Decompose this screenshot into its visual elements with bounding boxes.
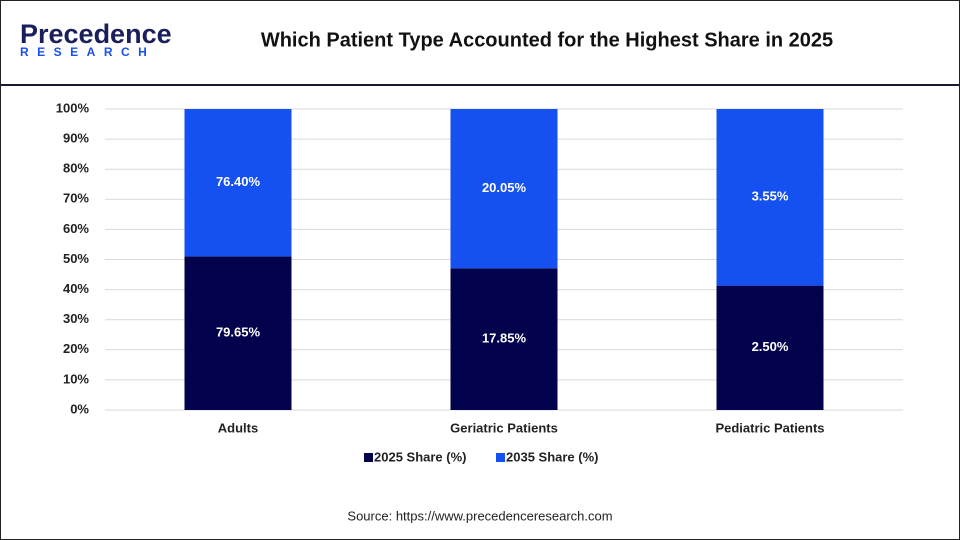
y-tick-label: 80% — [63, 161, 89, 176]
legend-label: 2025 Share (%) — [374, 449, 467, 464]
data-label: 20.05% — [482, 180, 527, 195]
y-tick-label: 40% — [63, 281, 89, 296]
data-label: 76.40% — [216, 174, 261, 189]
y-tick-label: 50% — [63, 251, 89, 266]
bar-segment — [450, 109, 558, 269]
y-tick-label: 30% — [63, 311, 89, 326]
legend-swatch — [364, 453, 373, 462]
y-tick-label: 90% — [63, 131, 89, 146]
bar-segment — [450, 268, 558, 410]
y-tick-label: 100% — [56, 100, 90, 115]
bar-segment — [184, 256, 292, 410]
bar-segment — [716, 109, 824, 286]
data-label: 3.55% — [752, 189, 789, 204]
y-tick-label: 60% — [63, 221, 89, 236]
data-label: 79.65% — [216, 325, 261, 340]
bar-segment — [716, 285, 824, 410]
y-tick-label: 0% — [70, 401, 89, 416]
bar-segment — [184, 109, 292, 257]
legend-swatch — [496, 453, 505, 462]
x-tick-label: Geriatric Patients — [450, 420, 558, 435]
x-tick-label: Pediatric Patients — [715, 420, 824, 435]
data-label: 17.85% — [482, 331, 527, 346]
logo-name: Precedence — [20, 19, 172, 49]
y-tick-label: 20% — [63, 341, 89, 356]
y-tick-label: 70% — [63, 191, 89, 206]
logo-tagline: RESEARCH — [20, 45, 155, 59]
source: Source: https://www.precedenceresearch.c… — [347, 508, 612, 523]
y-tick-label: 10% — [63, 371, 89, 386]
legend-label: 2035 Share (%) — [506, 449, 599, 464]
data-label: 2.50% — [752, 339, 789, 354]
x-tick-label: Adults — [218, 420, 258, 435]
chart-title: Which Patient Type Accounted for the Hig… — [261, 29, 833, 51]
